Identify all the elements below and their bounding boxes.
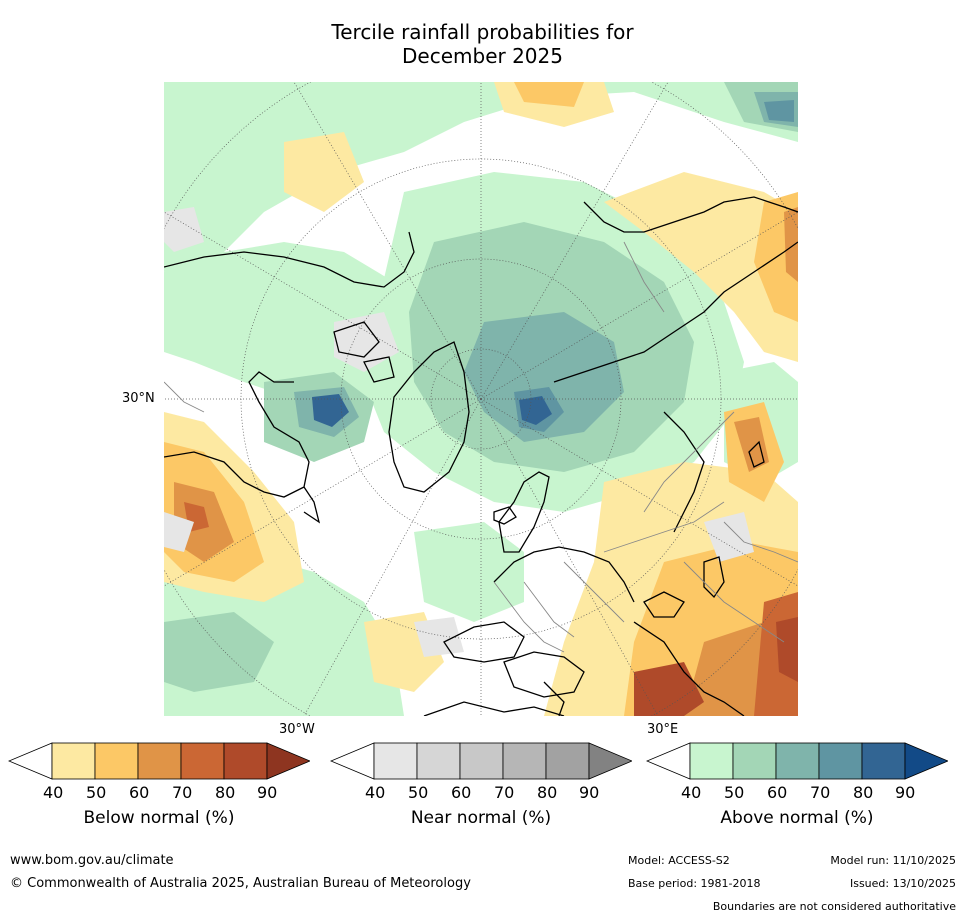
tick-90: 90 [895, 783, 916, 802]
footer-copyright: © Commonwealth of Australia 2025, Austra… [10, 876, 471, 891]
colorbar-near-title: Near normal (%) [410, 808, 552, 828]
tick-50: 50 [724, 783, 745, 802]
colorbar-near-normal [330, 742, 632, 780]
coastlines [164, 196, 798, 716]
colorbar-near-ticks: 40 50 60 70 80 90 [330, 783, 632, 803]
above-normal-segment-3 [818, 742, 863, 780]
tick-40: 40 [43, 783, 64, 802]
tick-70: 70 [172, 783, 193, 802]
near-normal-extend-high [588, 742, 632, 780]
tick-80: 80 [537, 783, 558, 802]
tick-80: 80 [215, 783, 236, 802]
probability-map [164, 82, 798, 716]
near-normal-extend-low [330, 742, 375, 780]
tick-80: 80 [853, 783, 874, 802]
footer-issued: Issued: 13/10/2025 [849, 877, 956, 890]
tick-40: 40 [365, 783, 386, 802]
colorbar-above-normal [646, 742, 948, 780]
tick-40: 40 [681, 783, 702, 802]
colorbar-above-ticks: 40 50 60 70 80 90 [646, 783, 948, 803]
above-normal-segment-1 [732, 742, 777, 780]
near-normal-segment-4 [545, 742, 590, 780]
below-normal-segment-2 [137, 742, 182, 780]
colorbar-below-normal [8, 742, 310, 780]
tick-50: 50 [86, 783, 107, 802]
map-title: Tercile rainfall probabilities for Decem… [0, 20, 965, 68]
footer-model: Model: ACCESS-S2 [628, 854, 730, 867]
near-normal-segment-3 [502, 742, 547, 780]
footer-url: www.bom.gov.au/climate [10, 853, 174, 868]
below-normal-70-90-areas [184, 502, 798, 716]
longitude-label-30w: 30°W [279, 722, 315, 737]
longitude-label-30e: 30°E [647, 722, 679, 737]
country-boundaries [164, 241, 798, 653]
tick-60: 60 [129, 783, 150, 802]
tick-70: 70 [494, 783, 515, 802]
tick-90: 90 [579, 783, 600, 802]
near-normal-segment-2 [459, 742, 504, 780]
below-normal-extend-high [266, 742, 310, 780]
above-normal-high-areas [312, 100, 794, 432]
tick-90: 90 [257, 783, 278, 802]
below-normal-extend-low [8, 742, 53, 780]
colorbar-below-ticks: 40 50 60 70 80 90 [8, 783, 310, 803]
above-normal-segment-2 [775, 742, 820, 780]
footer-base-period: Base period: 1981-2018 [628, 877, 761, 890]
footer-model-run: Model run: 11/10/2025 [830, 854, 956, 867]
above-normal-segment-4 [861, 742, 906, 780]
above-normal-extend-high [904, 742, 948, 780]
above-normal-extend-low [646, 742, 691, 780]
tick-50: 50 [408, 783, 429, 802]
title-line-2: December 2025 [402, 44, 563, 68]
below-normal-segment-4 [223, 742, 268, 780]
tick-60: 60 [767, 783, 788, 802]
below-normal-segment-0 [51, 742, 96, 780]
colorbar-above-title: Above normal (%) [720, 808, 874, 828]
near-normal-segment-1 [416, 742, 461, 780]
below-normal-segment-1 [94, 742, 139, 780]
tick-70: 70 [810, 783, 831, 802]
below-normal-segment-3 [180, 742, 225, 780]
graticule [164, 82, 798, 716]
latitude-label-30n: 30°N [122, 391, 155, 406]
title-line-1: Tercile rainfall probabilities for [331, 20, 634, 44]
colorbar-below-title: Below normal (%) [83, 808, 235, 828]
footer-disclaimer: Boundaries are not considered authoritat… [712, 900, 956, 913]
near-normal-segment-0 [373, 742, 418, 780]
above-normal-segment-0 [689, 742, 734, 780]
tick-60: 60 [451, 783, 472, 802]
